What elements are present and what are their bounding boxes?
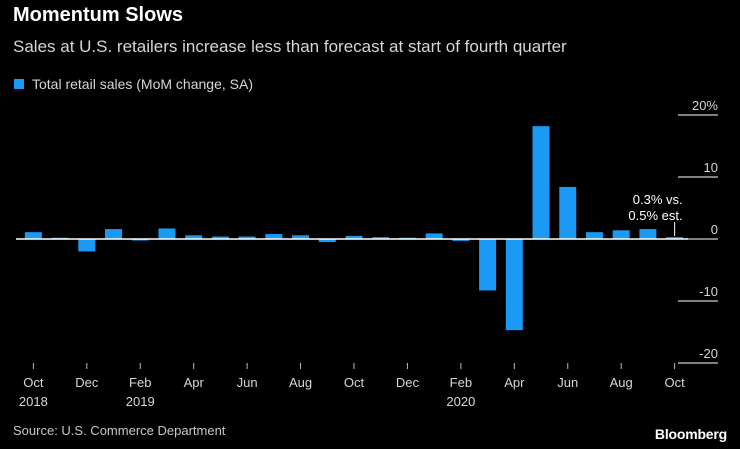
x-tick-label: Feb — [450, 375, 472, 390]
x-tick-year-label: 2020 — [446, 394, 475, 409]
bar — [105, 229, 123, 239]
bar — [318, 239, 336, 243]
bar — [292, 235, 310, 239]
legend-swatch — [14, 79, 24, 89]
chart-subtitle: Sales at U.S. retailers increase less th… — [13, 37, 567, 56]
x-tick-label: Apr — [184, 375, 205, 390]
annotation-label: 0.5% est. — [628, 208, 682, 223]
bloomberg-logo: Bloomberg — [654, 426, 727, 442]
bar — [452, 239, 470, 241]
x-tick-label: Aug — [610, 375, 633, 390]
x-tick-label: Dec — [396, 375, 420, 390]
bar — [345, 235, 363, 239]
bar — [532, 126, 550, 239]
x-tick-label: Oct — [665, 375, 686, 390]
x-tick-label: Apr — [504, 375, 525, 390]
y-tick-label: -10 — [699, 284, 718, 299]
y-tick-label: 20% — [692, 98, 718, 113]
x-tick-label: Jun — [557, 375, 578, 390]
legend-label: Total retail sales (MoM change, SA) — [32, 76, 253, 92]
bar — [585, 232, 603, 239]
bar — [559, 186, 577, 239]
x-tick-label: Jun — [237, 375, 258, 390]
bar — [666, 237, 684, 239]
bar — [505, 239, 523, 331]
x-tick-year-label: 2018 — [19, 394, 48, 409]
y-tick-label: 0 — [711, 222, 718, 237]
bar — [158, 228, 176, 239]
y-tick-label: 10 — [704, 160, 718, 175]
annotation-label: 0.3% vs. — [633, 192, 683, 207]
bar — [238, 236, 256, 239]
bar — [211, 236, 229, 239]
bar — [425, 233, 443, 239]
legend: Total retail sales (MoM change, SA) — [14, 76, 253, 92]
bar — [479, 239, 497, 291]
x-tick-label: Oct — [23, 375, 44, 390]
x-tick-label: Feb — [129, 375, 151, 390]
x-tick-label: Oct — [344, 375, 365, 390]
bar — [265, 234, 283, 239]
bar — [78, 239, 96, 252]
x-tick-label: Dec — [75, 375, 99, 390]
y-tick-label: -20 — [699, 346, 718, 361]
chart-title: Momentum Slows — [13, 4, 184, 26]
bar — [639, 229, 657, 239]
bar — [185, 235, 203, 239]
bar — [612, 230, 630, 239]
x-tick-label: Aug — [289, 375, 312, 390]
x-tick-year-label: 2019 — [126, 394, 155, 409]
source-note: Source: U.S. Commerce Department — [13, 423, 226, 438]
bar — [24, 232, 42, 239]
bar — [372, 237, 390, 239]
